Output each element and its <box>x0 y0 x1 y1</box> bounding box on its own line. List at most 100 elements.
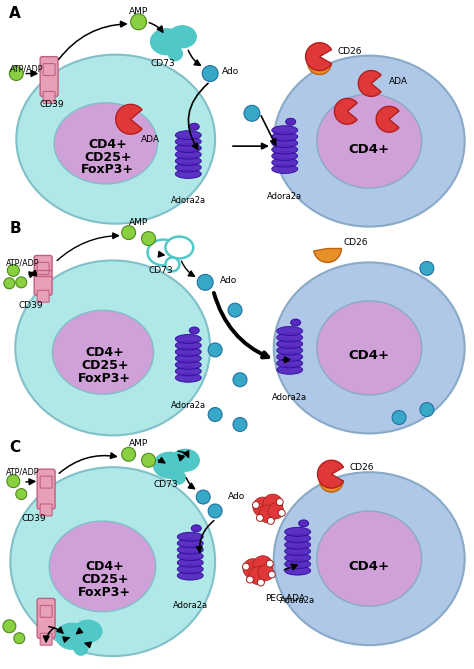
Text: CD39: CD39 <box>22 514 46 523</box>
Text: CD39: CD39 <box>39 100 64 109</box>
Ellipse shape <box>285 527 310 537</box>
Circle shape <box>228 303 242 317</box>
Text: ATP/ADP: ATP/ADP <box>10 64 44 73</box>
Text: CD4+: CD4+ <box>85 560 124 573</box>
Circle shape <box>266 560 273 567</box>
Ellipse shape <box>191 525 201 532</box>
Wedge shape <box>116 104 142 134</box>
Ellipse shape <box>277 326 302 335</box>
Text: CD25+: CD25+ <box>84 151 131 163</box>
Text: ADA: ADA <box>141 134 160 144</box>
Ellipse shape <box>274 262 465 434</box>
Text: PEG-ADA: PEG-ADA <box>264 594 305 603</box>
Text: CD4+: CD4+ <box>88 138 127 151</box>
Circle shape <box>259 505 277 523</box>
Ellipse shape <box>272 165 298 173</box>
Circle shape <box>16 277 27 288</box>
FancyBboxPatch shape <box>37 262 49 274</box>
Ellipse shape <box>277 346 302 355</box>
Text: AMP: AMP <box>129 439 148 448</box>
Ellipse shape <box>274 56 465 227</box>
FancyBboxPatch shape <box>37 469 55 509</box>
Wedge shape <box>308 63 331 74</box>
Circle shape <box>7 475 20 488</box>
Text: CD25+: CD25+ <box>81 573 128 586</box>
Text: Ado: Ado <box>222 67 239 76</box>
FancyBboxPatch shape <box>34 256 52 295</box>
Text: FoxP3+: FoxP3+ <box>78 586 131 599</box>
Text: CD73: CD73 <box>153 480 178 488</box>
Circle shape <box>268 571 275 578</box>
FancyBboxPatch shape <box>40 57 58 96</box>
Ellipse shape <box>177 533 203 541</box>
Text: CD73: CD73 <box>150 59 175 68</box>
Ellipse shape <box>168 26 196 47</box>
Ellipse shape <box>74 620 102 642</box>
Ellipse shape <box>285 541 310 549</box>
Ellipse shape <box>317 301 422 395</box>
Ellipse shape <box>277 333 302 342</box>
FancyBboxPatch shape <box>37 599 55 638</box>
Ellipse shape <box>177 545 203 554</box>
Ellipse shape <box>177 558 203 567</box>
Ellipse shape <box>272 132 298 141</box>
Text: CD26: CD26 <box>349 463 374 472</box>
Ellipse shape <box>317 511 422 606</box>
Text: CD26: CD26 <box>337 47 362 56</box>
Text: CD4+: CD4+ <box>349 560 390 573</box>
Circle shape <box>263 494 283 514</box>
Ellipse shape <box>285 560 310 569</box>
Text: CD25+: CD25+ <box>81 359 128 373</box>
Text: Adora2a: Adora2a <box>267 192 302 201</box>
Circle shape <box>243 563 249 570</box>
Ellipse shape <box>175 144 201 153</box>
Ellipse shape <box>189 327 199 334</box>
Ellipse shape <box>285 566 310 575</box>
Circle shape <box>420 262 434 276</box>
FancyBboxPatch shape <box>37 290 49 302</box>
Circle shape <box>249 567 267 585</box>
Ellipse shape <box>175 341 201 350</box>
FancyBboxPatch shape <box>43 64 55 76</box>
Ellipse shape <box>277 339 302 349</box>
Text: Adora2a: Adora2a <box>173 601 208 610</box>
Circle shape <box>267 517 274 524</box>
Ellipse shape <box>165 258 179 272</box>
Wedge shape <box>319 480 343 492</box>
Ellipse shape <box>16 55 215 223</box>
Ellipse shape <box>291 319 301 326</box>
FancyBboxPatch shape <box>40 476 52 488</box>
Ellipse shape <box>285 547 310 556</box>
Ellipse shape <box>168 47 182 61</box>
Text: A: A <box>9 7 21 21</box>
Text: Adora2a: Adora2a <box>171 401 206 410</box>
Circle shape <box>131 14 146 30</box>
Ellipse shape <box>49 521 156 611</box>
FancyBboxPatch shape <box>43 92 55 104</box>
Ellipse shape <box>165 237 193 258</box>
Ellipse shape <box>272 126 298 134</box>
Circle shape <box>16 488 27 500</box>
Ellipse shape <box>52 310 154 394</box>
Ellipse shape <box>172 470 185 484</box>
Circle shape <box>233 417 247 432</box>
Text: CD73: CD73 <box>148 266 173 275</box>
Text: CD4+: CD4+ <box>85 347 124 359</box>
Ellipse shape <box>175 163 201 172</box>
Circle shape <box>253 556 273 575</box>
Circle shape <box>202 66 218 82</box>
Ellipse shape <box>147 240 179 266</box>
Ellipse shape <box>285 553 310 562</box>
Circle shape <box>392 411 406 424</box>
Ellipse shape <box>272 158 298 167</box>
Ellipse shape <box>189 123 199 130</box>
Ellipse shape <box>272 145 298 154</box>
Circle shape <box>420 403 434 417</box>
Ellipse shape <box>172 450 199 471</box>
Ellipse shape <box>317 94 422 188</box>
Text: AMP: AMP <box>129 218 148 227</box>
Ellipse shape <box>15 260 210 436</box>
Text: B: B <box>9 221 21 236</box>
Text: CD26: CD26 <box>343 238 368 247</box>
Ellipse shape <box>151 29 182 55</box>
